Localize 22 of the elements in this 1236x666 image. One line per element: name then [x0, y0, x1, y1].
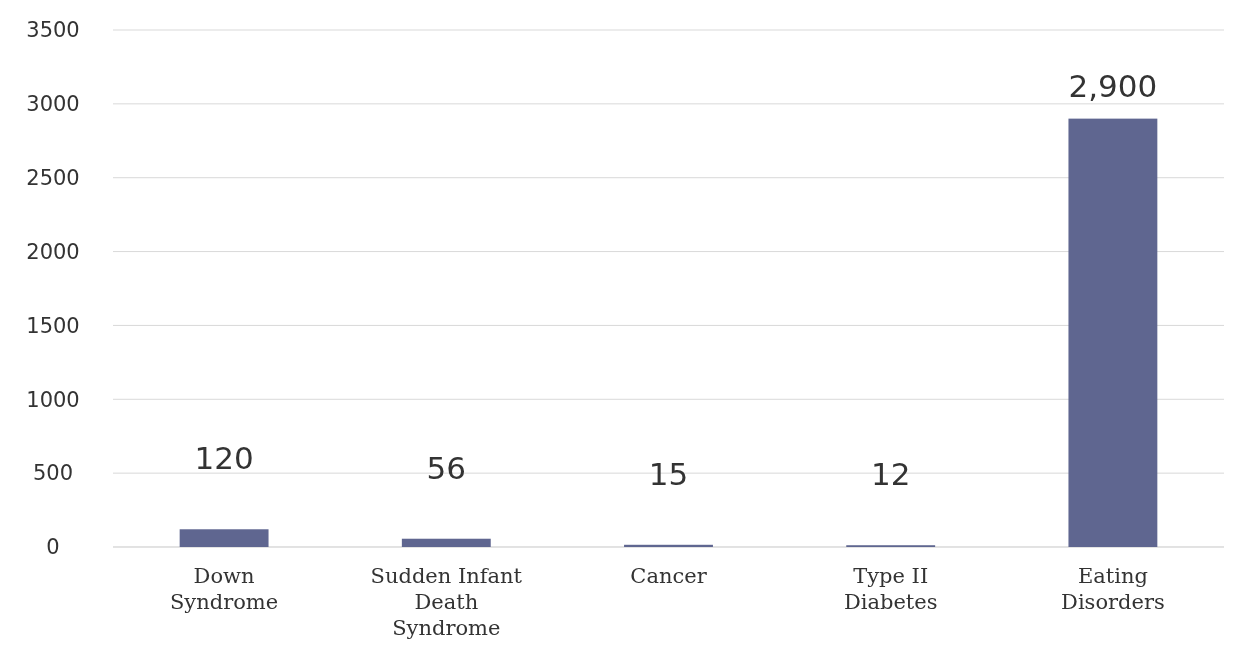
data-label: 2,900	[1068, 67, 1158, 104]
bar	[624, 544, 713, 547]
data-label: 56	[426, 449, 467, 486]
data-label: 12	[870, 456, 911, 493]
x-tick-label: Type II Diabetes	[843, 564, 938, 614]
y-tick-label: 1500	[26, 313, 80, 338]
y-tick-label: 3000	[26, 92, 80, 117]
bar	[1068, 118, 1158, 547]
y-tick-label: 500	[32, 461, 74, 486]
y-tick-label: 2000	[26, 239, 80, 264]
x-tick-label: Down Syndrome	[169, 564, 279, 614]
x-tick-label: Eating Disorders	[1061, 564, 1165, 614]
bar	[401, 538, 491, 547]
data-label: 120	[194, 440, 254, 477]
y-tick-label: 0	[46, 535, 60, 560]
y-tick-label: 3500	[26, 18, 80, 43]
y-tick-label: 1000	[26, 387, 80, 412]
y-tick-label: 2500	[26, 166, 80, 191]
x-tick-label: Sudden Infant Death Syndrome	[370, 564, 523, 640]
data-label: 15	[648, 455, 689, 492]
bar	[179, 529, 269, 547]
x-tick-label: Cancer	[630, 564, 708, 588]
